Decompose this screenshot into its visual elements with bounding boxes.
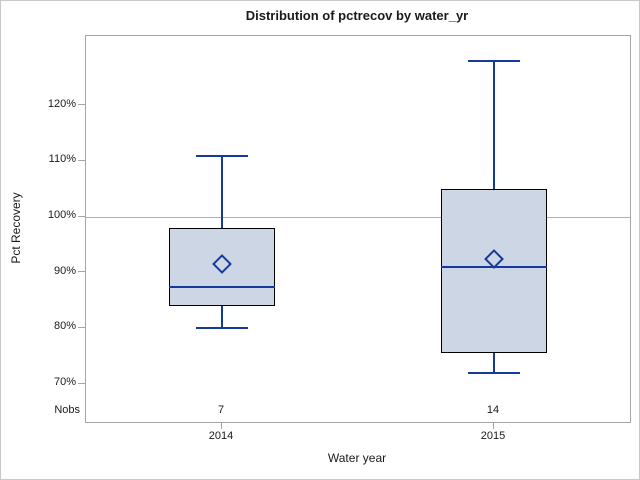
whisker-lower-stem [221, 306, 223, 329]
y-tick-mark [78, 326, 85, 328]
y-tick-label: 80% [53, 320, 76, 333]
plot-area [85, 35, 631, 423]
nobs-value: 14 [486, 404, 500, 416]
chart-title: Distribution of pctrecov by water_yr [245, 8, 469, 23]
box [169, 228, 275, 307]
median-line [169, 285, 275, 288]
y-tick-label: 70% [53, 376, 76, 389]
y-tick-label: 110% [48, 153, 76, 166]
y-tick-label: 90% [53, 264, 76, 277]
reference-line [86, 216, 630, 218]
whisker-cap-low [196, 327, 248, 330]
y-tick-mark [78, 215, 85, 217]
whisker-cap-high [196, 154, 248, 157]
y-tick-mark [78, 271, 85, 273]
box [441, 189, 547, 354]
y-tick-mark [78, 104, 85, 106]
y-tick-mark [78, 382, 85, 384]
y-tick-label: 120% [47, 97, 76, 110]
whisker-cap-low [468, 371, 520, 374]
whisker-cap-high [468, 60, 520, 63]
x-axis-title: Water year [327, 451, 387, 465]
nobs-row-label: Nobs [54, 404, 80, 416]
median-line [441, 266, 547, 269]
nobs-value: 7 [217, 404, 225, 416]
whisker-lower-stem [493, 353, 495, 373]
y-tick-label: 100% [47, 209, 76, 222]
y-tick-mark [78, 159, 85, 161]
whisker-upper-stem [221, 155, 223, 229]
x-tick-mark [493, 423, 494, 429]
x-tick-label: 2014 [208, 430, 234, 442]
whisker-upper-stem [493, 61, 495, 190]
x-tick-mark [221, 423, 222, 429]
x-tick-label: 2015 [480, 430, 506, 442]
y-axis-title: Pct Recovery [9, 192, 23, 264]
